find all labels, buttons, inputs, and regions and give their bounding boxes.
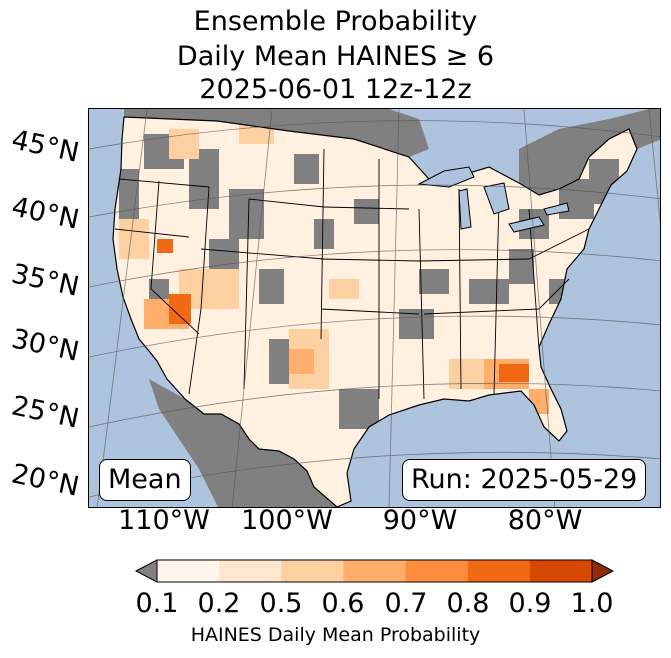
colorbar-bin-4: [405, 560, 469, 582]
colorbar-bin-0: [157, 560, 220, 582]
colorbar-bin-6: [529, 560, 593, 582]
colorbar-label: HAINES Daily Mean Probability: [190, 624, 481, 646]
colorbar-bins: [157, 560, 593, 582]
colorbar-bin-5: [467, 560, 531, 582]
map-svg: [89, 109, 660, 507]
colorbar-tick-6: 0.9: [508, 588, 552, 619]
title-line-3: 2025-06-01 12z-12z: [199, 74, 472, 105]
lon-label-110: 110°W: [118, 505, 210, 536]
lat-label-20: 20°N: [8, 458, 82, 503]
coastline: [112, 116, 638, 507]
probability-map: Mean Run: 2025-05-29: [88, 108, 661, 508]
colorbar-outline: [156, 559, 593, 583]
colorbar-bin-3: [343, 560, 407, 582]
graticule: [89, 109, 660, 507]
lat-label-40: 40°N: [8, 191, 82, 236]
lon-label-100: 100°W: [241, 505, 333, 536]
colorbar: [134, 559, 615, 583]
colorbar-tick-3: 0.6: [321, 588, 365, 619]
colorbar-under-arrow: [134, 559, 158, 583]
mexico-region: [149, 379, 337, 507]
colorbar-tick-1: 0.2: [197, 588, 241, 619]
colorbar-tick-5: 0.8: [446, 588, 490, 619]
colorbar-over-arrow: [591, 559, 615, 583]
title-line-1: Ensemble Probability: [193, 6, 478, 37]
canada-region: [124, 109, 429, 157]
colorbar-tick-7: 1.0: [570, 588, 614, 619]
lon-label-90: 90°W: [382, 505, 458, 536]
great-lakes: [417, 166, 570, 233]
lat-label-30: 30°N: [8, 323, 82, 368]
lon-label-80: 80°W: [507, 505, 583, 536]
lat-label-35: 35°N: [8, 258, 82, 303]
colorbar-bin-2: [281, 560, 344, 582]
lat-label-45: 45°N: [8, 124, 82, 169]
mean-label-box: Mean: [99, 459, 191, 501]
colorbar-tick-0: 0.1: [135, 588, 179, 619]
lat-label-25: 25°N: [8, 390, 82, 435]
colorbar-tick-2: 0.5: [259, 588, 303, 619]
state-boundaries: [114, 148, 590, 400]
colorbar-tick-4: 0.7: [384, 588, 428, 619]
title-line-2: Daily Mean HAINES ≥ 6: [176, 41, 495, 72]
run-date-box: Run: 2025-05-29: [402, 459, 647, 501]
prob-0-8-patches: [157, 239, 529, 382]
colorbar-bin-1: [219, 560, 282, 582]
